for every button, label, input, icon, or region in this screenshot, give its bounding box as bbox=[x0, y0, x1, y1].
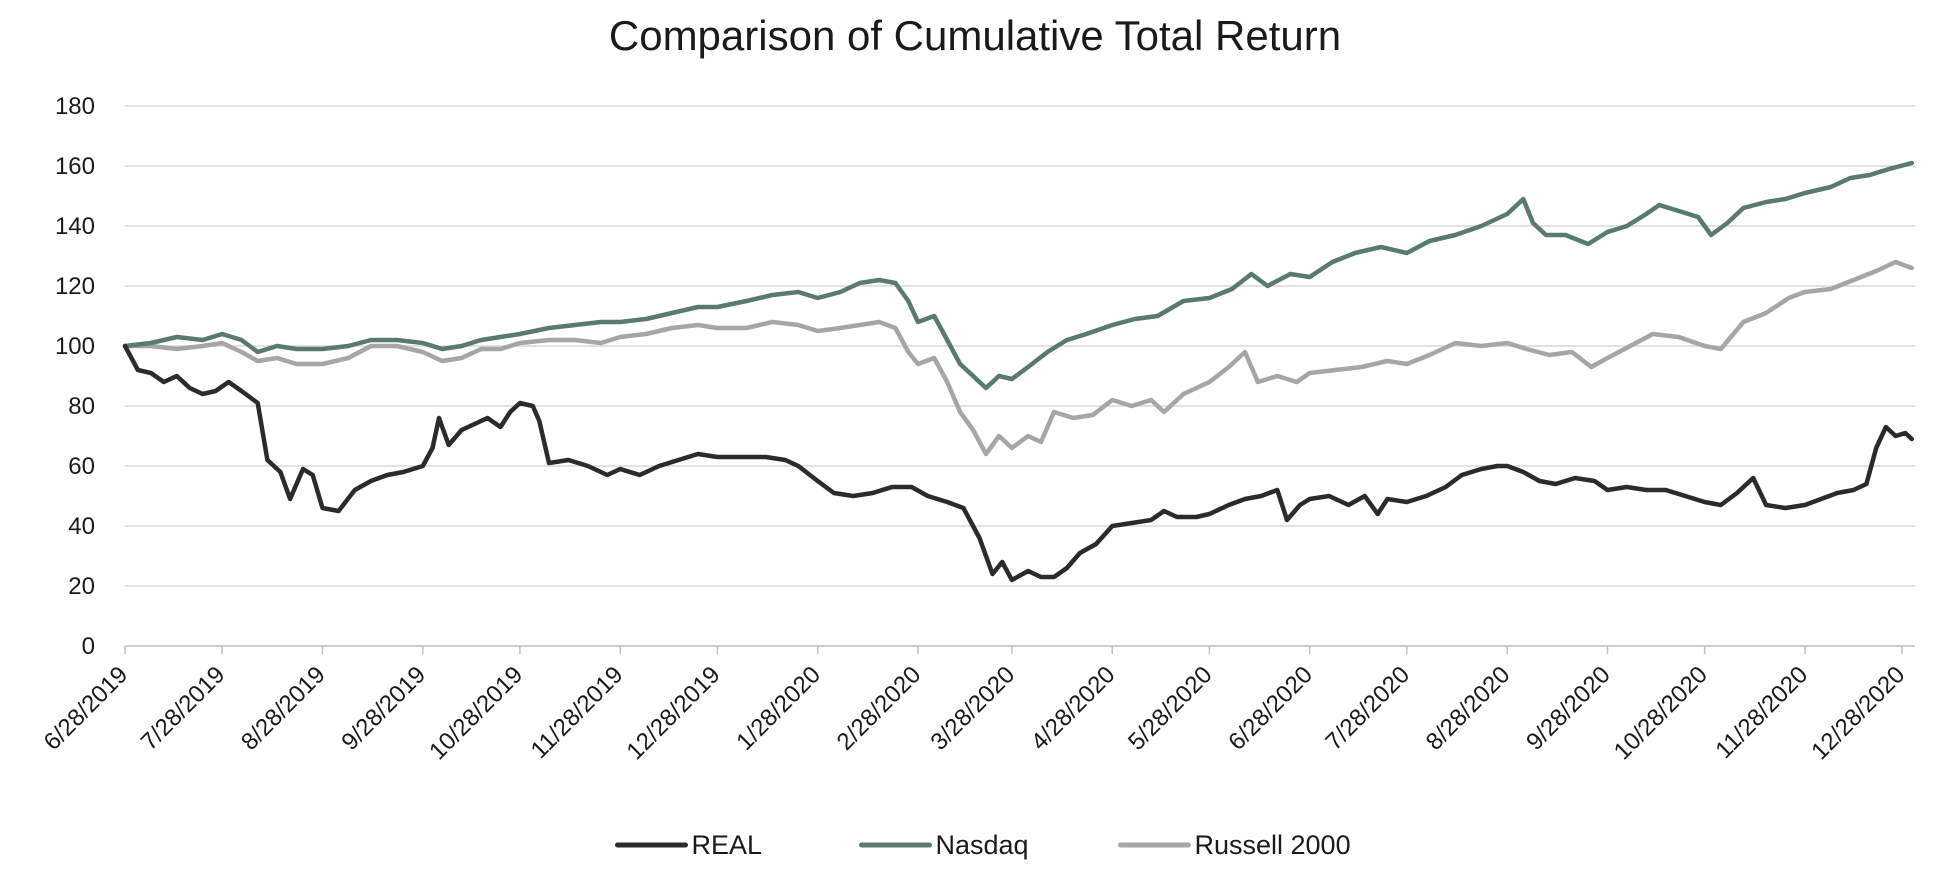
x-tick-label: 11/28/2020 bbox=[1710, 661, 1813, 764]
y-tick-label: 180 bbox=[55, 93, 95, 120]
chart-title: Comparison of Cumulative Total Return bbox=[609, 12, 1341, 59]
series-line-nasdaq bbox=[122, 160, 1915, 391]
legend: REAL Nasdaq Russell 2000 bbox=[615, 830, 1351, 860]
x-tick-label: 1/28/2020 bbox=[731, 661, 826, 756]
x-tick-label: 10/28/2020 bbox=[1609, 661, 1713, 765]
y-tick-label: 40 bbox=[68, 513, 95, 540]
x-tick-label: 5/28/2020 bbox=[1123, 661, 1218, 756]
x-tick-label: 6/28/2020 bbox=[1223, 661, 1318, 756]
x-tick-label: 12/28/2019 bbox=[622, 661, 726, 765]
x-tick-label: 12/28/2020 bbox=[1806, 661, 1910, 765]
x-tick-label: 9/28/2020 bbox=[1521, 661, 1616, 756]
y-axis-ticks: 0 20 40 60 80 100 120 140 160 180 bbox=[55, 93, 95, 660]
y-tick-label: 100 bbox=[55, 333, 95, 360]
x-axis: 6/28/2019 7/28/2019 8/28/2019 9/28/201910/2… bbox=[39, 645, 1915, 765]
x-tick-label: 2/28/2020 bbox=[832, 661, 927, 756]
x-tick-label: 10/28/2019 bbox=[424, 661, 528, 765]
y-tick-label: 80 bbox=[68, 393, 95, 420]
x-tick-label: 7/28/2020 bbox=[1320, 661, 1415, 756]
y-tick-label: 160 bbox=[55, 153, 95, 180]
x-tick-label: 6/28/2019 bbox=[39, 661, 134, 756]
y-tick-label: 120 bbox=[55, 273, 95, 300]
y-tick-label: 140 bbox=[55, 213, 95, 240]
x-tick-label: 11/28/2019 bbox=[526, 661, 629, 764]
y-tick-label: 0 bbox=[82, 633, 95, 660]
legend-label: REAL bbox=[692, 830, 763, 860]
y-tick-label: 60 bbox=[68, 453, 95, 480]
x-tick-label: 8/28/2020 bbox=[1421, 661, 1516, 756]
series-line-real bbox=[122, 343, 1915, 583]
legend-label: Nasdaq bbox=[936, 830, 1029, 860]
y-tick-label: 20 bbox=[68, 573, 95, 600]
series-lines bbox=[122, 160, 1915, 583]
x-tick-label: 3/28/2020 bbox=[926, 661, 1021, 756]
legend-label: Russell 2000 bbox=[1195, 830, 1351, 860]
series-line-russell-2000 bbox=[122, 259, 1915, 457]
x-tick-label: 9/28/2019 bbox=[336, 661, 431, 756]
x-tick-label: 7/28/2019 bbox=[136, 661, 231, 756]
x-tick-label: 4/28/2020 bbox=[1026, 661, 1121, 756]
x-tick-label: 8/28/2019 bbox=[236, 661, 331, 756]
